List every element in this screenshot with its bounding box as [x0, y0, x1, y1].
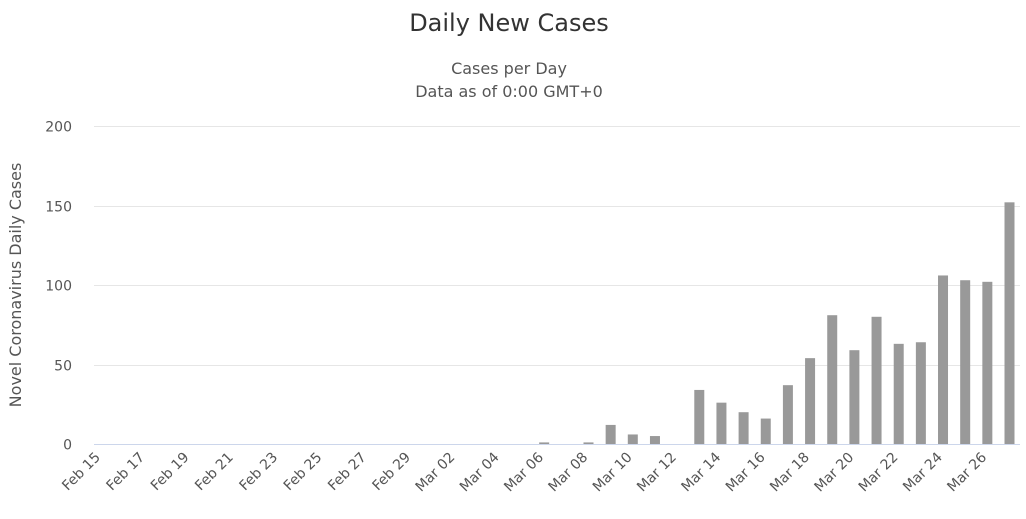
bar[interactable]	[716, 402, 727, 444]
x-tick-label: Feb 15	[59, 450, 104, 495]
y-tick-label: 50	[54, 359, 72, 375]
chart-subtitle-line-2: Data as of 0:00 GMT+0	[415, 82, 603, 101]
x-axis-ticks: Feb 15 Feb 17 Feb 19 Feb 21 Feb 23 Feb 25 Feb …	[59, 449, 990, 495]
bar[interactable]	[915, 342, 926, 444]
bar[interactable]	[694, 389, 705, 444]
x-tick-label: Feb 23	[237, 450, 282, 495]
x-tick-label: Feb 29	[369, 450, 414, 495]
bar[interactable]	[760, 418, 771, 444]
chart-subtitle-line-1: Cases per Day	[451, 59, 567, 78]
x-tick-label: Feb 27	[325, 450, 370, 495]
x-tick-label: Mar 14	[679, 449, 725, 495]
bar[interactable]	[605, 424, 616, 444]
grid	[94, 126, 1020, 366]
x-tick-label: Mar 12	[634, 450, 680, 496]
bar[interactable]	[849, 350, 860, 444]
y-tick-label: 100	[45, 279, 72, 295]
bar[interactable]	[960, 280, 971, 444]
bar[interactable]	[805, 358, 816, 444]
bars	[539, 202, 1015, 444]
x-tick-label: Mar 08	[546, 450, 592, 496]
x-tick-label: Mar 22	[856, 450, 902, 496]
bar[interactable]	[627, 434, 638, 444]
x-tick-label: Mar 18	[767, 450, 813, 496]
x-tick-label: Mar 24	[900, 449, 946, 495]
y-tick-label: 150	[45, 200, 72, 216]
bar[interactable]	[738, 412, 749, 444]
x-tick-label: Feb 25	[281, 450, 326, 495]
y-axis-title: Novel Coronavirus Daily Cases	[6, 163, 25, 408]
bar[interactable]	[871, 316, 882, 444]
x-tick-label: Feb 19	[148, 450, 193, 495]
bar[interactable]	[539, 442, 550, 444]
x-tick-label: Mar 04	[457, 449, 503, 495]
x-tick-label: Feb 17	[104, 450, 149, 495]
x-tick-label: Mar 10	[590, 450, 636, 496]
x-tick-label: Mar 06	[501, 449, 547, 495]
y-axis-ticks: 0 50 100 150 200	[45, 120, 72, 454]
bar[interactable]	[982, 281, 993, 444]
bar[interactable]	[649, 436, 660, 444]
y-tick-label: 0	[63, 438, 72, 454]
bar[interactable]	[1004, 202, 1015, 444]
bar[interactable]	[893, 343, 904, 444]
x-tick-label: Mar 26	[944, 449, 990, 495]
bar[interactable]	[938, 275, 949, 444]
x-tick-label: Mar 20	[811, 450, 857, 496]
y-tick-label: 200	[45, 120, 72, 136]
x-tick-label: Mar 16	[723, 449, 769, 495]
bar[interactable]	[827, 315, 838, 444]
x-tick-label: Mar 02	[413, 450, 459, 496]
chart-title: Daily New Cases	[409, 9, 609, 37]
bar[interactable]	[782, 385, 793, 444]
x-tick-label: Feb 21	[192, 450, 237, 495]
bar[interactable]	[583, 442, 594, 444]
